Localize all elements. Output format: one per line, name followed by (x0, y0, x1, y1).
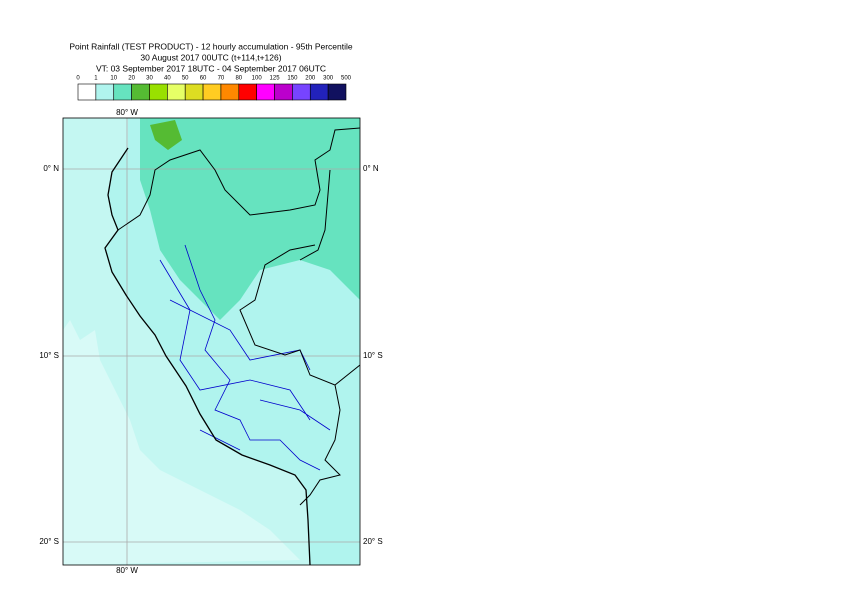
legend-swatch (77, 83, 97, 101)
legend-tick-label: 20 (128, 76, 135, 82)
legend-tick-label: 125 (270, 76, 281, 82)
legend-tick-label: 1 (94, 76, 98, 82)
legend-tick-label: 70 (218, 76, 225, 82)
lat-label: 20° S (363, 537, 383, 546)
legend-swatch (167, 83, 186, 101)
title: Point Rainfall (TEST PRODUCT) - 12 hourl… (69, 41, 353, 51)
valid-time: VT: 03 September 2017 18UTC - 04 Septemb… (96, 63, 326, 73)
legend-tick-label: 50 (182, 76, 189, 82)
lat-label: 10° S (363, 351, 383, 360)
legend-tick-label: 200 (305, 76, 316, 82)
legend-swatch (113, 83, 132, 101)
legend-tick-label: 30 (146, 76, 153, 82)
legend-swatch (274, 83, 293, 101)
legend-tick-label: 60 (200, 76, 207, 82)
legend-swatch (131, 83, 150, 101)
map-frame (62, 117, 361, 566)
lon-label: 80° W (116, 566, 138, 575)
lat-label: 0° N (43, 164, 59, 173)
legend-swatch (309, 83, 329, 101)
lat-label: 0° N (363, 164, 379, 173)
lat-label: 20° S (39, 537, 59, 546)
legend-tick-label: 40 (164, 76, 171, 82)
legend-tick-label: 10 (110, 76, 117, 82)
legend-tick-label: 500 (341, 76, 352, 82)
legend-swatch (327, 83, 347, 101)
legend-swatch (220, 83, 240, 101)
legend-tick-label: 300 (323, 76, 334, 82)
lon-label: 80° W (116, 108, 138, 117)
legend: 0 1 10 20 30 40 50 60 70 80 100 125 150 200 300 500 (76, 76, 352, 101)
legend-tick-label: 100 (252, 76, 263, 82)
lat-label: 10° S (39, 351, 59, 360)
legend-tick-label: 80 (235, 76, 242, 82)
subtitle: 30 August 2017 00UTC (t+114,t+126) (140, 52, 281, 62)
legend-swatch (238, 83, 257, 101)
legend-tick-label: 0 (76, 76, 80, 82)
legend-swatch (95, 83, 115, 101)
legend-swatch (202, 83, 222, 101)
legend-swatch (292, 83, 311, 101)
legend-tick-label: 150 (287, 76, 298, 82)
map (63, 118, 360, 565)
legend-swatch (256, 83, 275, 101)
legend-swatch (149, 83, 168, 101)
legend-swatch (184, 83, 204, 101)
